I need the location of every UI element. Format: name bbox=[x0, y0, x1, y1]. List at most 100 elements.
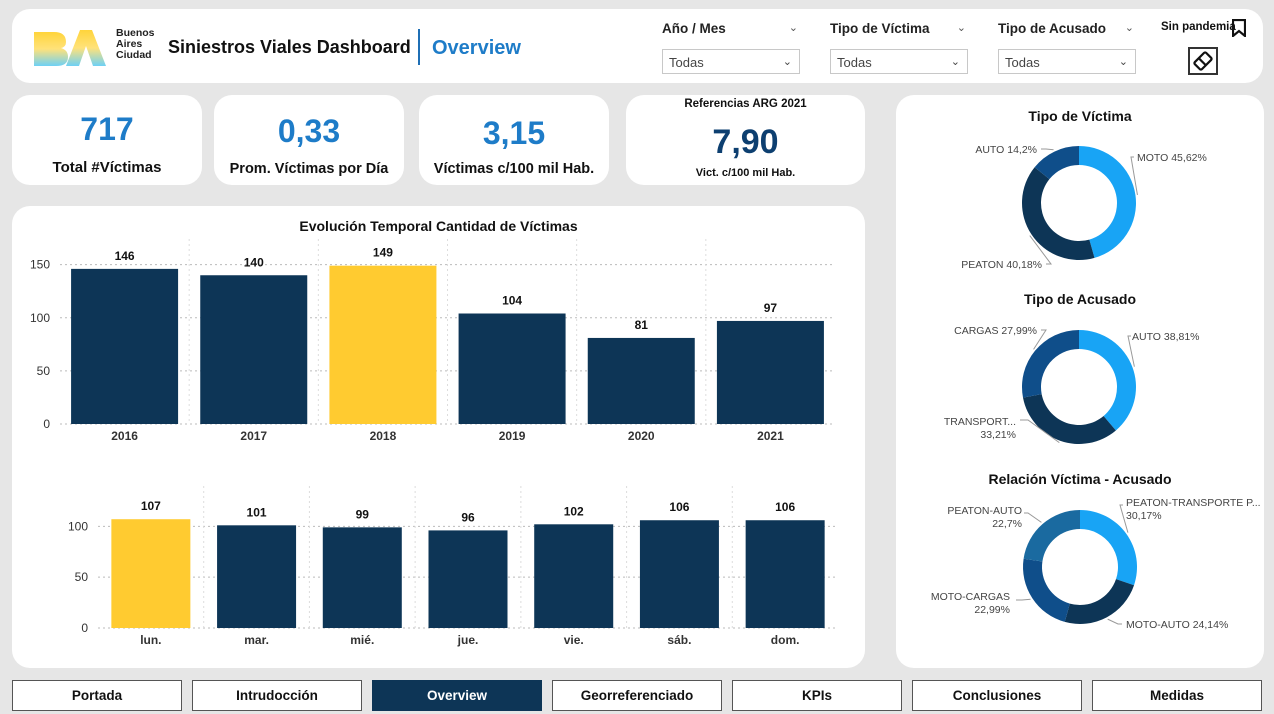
x-tick-label: 2019 bbox=[499, 429, 526, 443]
kpi-label: Víctimas c/100 mil Hab. bbox=[433, 161, 595, 177]
chevron-down-icon[interactable]: ⌄ bbox=[1124, 22, 1134, 34]
bar-jue. bbox=[428, 530, 508, 628]
slice-peaton bbox=[1022, 167, 1095, 260]
x-tick-label: 2017 bbox=[240, 429, 267, 443]
filter-value: Todas bbox=[1005, 55, 1040, 70]
data-label: 107 bbox=[141, 499, 161, 513]
nav-button-portada[interactable]: Portada bbox=[12, 680, 182, 711]
leader-line bbox=[1033, 329, 1047, 350]
chevron-down-icon: ⌄ bbox=[950, 56, 960, 68]
filter-label: Tipo de Acusado bbox=[998, 21, 1107, 36]
bar-sáb. bbox=[639, 520, 719, 628]
y-tick-label: 0 bbox=[43, 417, 50, 431]
chevron-down-icon: ⌄ bbox=[782, 56, 792, 68]
y-tick-label: 100 bbox=[30, 311, 50, 325]
bar-vie. bbox=[534, 524, 614, 628]
nav-label: Intrudocción bbox=[236, 688, 318, 703]
slice-cargas bbox=[1022, 330, 1079, 398]
kpi-label: Vict. c/100 mil Hab. bbox=[695, 167, 796, 179]
leader-line bbox=[1029, 235, 1052, 265]
y-tick-label: 50 bbox=[75, 570, 89, 584]
bar-2017 bbox=[200, 275, 308, 424]
chart-title: Tipo de Víctima bbox=[1028, 108, 1132, 124]
x-tick-label: 2020 bbox=[628, 429, 655, 443]
donut-charts: MOTO 45,62% PEATON 40,18% AUTO 14,2% AUTO 3… bbox=[931, 144, 1261, 631]
leader-line bbox=[1016, 598, 1031, 601]
leader-line bbox=[1127, 335, 1135, 367]
data-label: 102 bbox=[564, 504, 584, 518]
chevron-down-icon[interactable]: ⌄ bbox=[956, 22, 966, 34]
x-tick-label: vie. bbox=[564, 633, 584, 647]
leader-line bbox=[1119, 504, 1129, 533]
y-tick-label: 50 bbox=[37, 364, 51, 378]
slice-label: AUTO 14,2% bbox=[975, 144, 1037, 156]
bar-mar. bbox=[217, 525, 297, 628]
filter-tipo-victima[interactable]: Tipo de Víctima ⌄ Todas ⌄ bbox=[830, 21, 968, 74]
header-bar: Buenos Aires Ciudad Siniestros Viales Da… bbox=[12, 9, 1263, 83]
nav-label: Medidas bbox=[1149, 688, 1204, 703]
nav-button-medidas[interactable]: Medidas bbox=[1092, 680, 1262, 711]
bar-mié. bbox=[322, 527, 402, 628]
nav-button-overview[interactable]: Overview bbox=[372, 680, 542, 711]
sin-pandemia-toggle-button[interactable] bbox=[1188, 47, 1218, 75]
ba-logo-icon bbox=[34, 30, 106, 66]
x-tick-label: 2021 bbox=[757, 429, 784, 443]
bar-2018 bbox=[329, 265, 437, 424]
filter-dropdown[interactable]: Todas ⌄ bbox=[998, 49, 1136, 74]
x-tick-label: 2018 bbox=[370, 429, 397, 443]
slice-label: TRANSPORT... bbox=[944, 416, 1016, 428]
chart-title: Evolución Temporal Cantidad de Víctimas bbox=[299, 218, 578, 234]
chart-title: Relación Víctima - Acusado bbox=[988, 471, 1172, 487]
nav-button-kpis[interactable]: KPIs bbox=[732, 680, 902, 711]
y-tick-label: 150 bbox=[30, 258, 50, 272]
bar-2019 bbox=[458, 313, 566, 424]
slice-label: MOTO-AUTO 24,14% bbox=[1126, 619, 1228, 631]
data-label: 99 bbox=[356, 507, 370, 521]
slice-label: 22,7% bbox=[992, 518, 1022, 530]
chart-title: Tipo de Acusado bbox=[1023, 291, 1136, 307]
kpi-value: 0,33 bbox=[277, 113, 341, 149]
leader-line bbox=[1020, 419, 1060, 444]
slice-label: MOTO-CARGAS bbox=[931, 591, 1010, 603]
x-tick-label: mar. bbox=[244, 633, 269, 647]
filter-anio-mes[interactable]: Año / Mes ⌄ Todas ⌄ bbox=[662, 21, 800, 74]
slice-moto bbox=[1079, 146, 1136, 258]
kpi-promedio-dia: 0,33 Prom. Víctimas por Día bbox=[214, 95, 404, 185]
slice-peaton-auto bbox=[1023, 510, 1080, 562]
donut-charts-card: Tipo de Víctima Tipo de Acusado Relación… bbox=[896, 95, 1264, 668]
slice-label: 30,17% bbox=[1126, 510, 1162, 522]
kpi-value: 7,90 bbox=[712, 123, 779, 161]
slice-label: CARGAS 27,99% bbox=[954, 325, 1037, 337]
yearly-bar-chart: 0 50 100 150 146 2016 140 2017 149 2018 104 2019 81 2… bbox=[30, 236, 835, 443]
kpi-victimas-100k: 3,15 Víctimas c/100 mil Hab. bbox=[419, 95, 609, 185]
data-label: 96 bbox=[461, 510, 475, 524]
filter-tipo-acusado[interactable]: Tipo de Acusado ⌄ Todas ⌄ bbox=[998, 21, 1136, 74]
chevron-down-icon[interactable]: ⌄ bbox=[788, 22, 798, 34]
filter-dropdown[interactable]: Todas ⌄ bbox=[830, 49, 968, 74]
kpi-label: Total #Víctimas bbox=[52, 159, 162, 176]
eraser-icon bbox=[1193, 51, 1213, 71]
slice-moto-cargas bbox=[1023, 558, 1070, 622]
slice-label: MOTO 45,62% bbox=[1137, 152, 1207, 164]
leader-line bbox=[1107, 618, 1122, 625]
data-label: 106 bbox=[775, 500, 795, 514]
nav-button-georreferenciado[interactable]: Georreferenciado bbox=[552, 680, 722, 711]
x-tick-label: sáb. bbox=[667, 633, 691, 647]
slice-label: PEATON-TRANSPORTE P... bbox=[1126, 497, 1261, 509]
data-label: 104 bbox=[502, 294, 522, 308]
nav-button-conclusiones[interactable]: Conclusiones bbox=[912, 680, 1082, 711]
data-label: 149 bbox=[373, 246, 393, 260]
slice-label: PEATON-AUTO bbox=[947, 505, 1022, 517]
slice-transporte bbox=[1023, 394, 1116, 444]
filter-dropdown[interactable]: Todas ⌄ bbox=[662, 49, 800, 74]
y-tick-label: 100 bbox=[68, 519, 88, 533]
weekday-bar-chart: 0 50 100 107 lun. 101 mar. 99 mié. 96 jue. 102 vie. 1… bbox=[68, 486, 838, 647]
data-label: 106 bbox=[669, 500, 689, 514]
kpi-label: Prom. Víctimas por Día bbox=[229, 161, 389, 177]
data-label: 101 bbox=[247, 505, 267, 519]
evolucion-temporal-card: Evolución Temporal Cantidad de Víctimas … bbox=[12, 206, 865, 668]
slice-label: PEATON 40,18% bbox=[961, 259, 1042, 271]
filter-value: Todas bbox=[837, 55, 872, 70]
nav-button-introduccion[interactable]: Intrudocción bbox=[192, 680, 362, 711]
kpi-header: Referencias ARG 2021 bbox=[684, 98, 807, 110]
